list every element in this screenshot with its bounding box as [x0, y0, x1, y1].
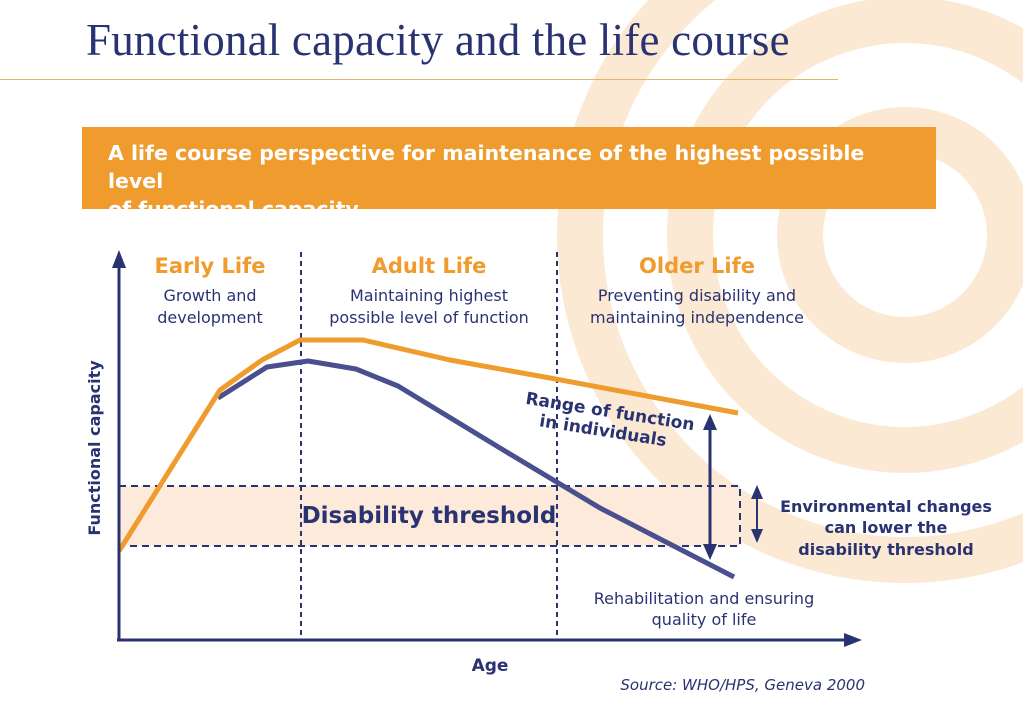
stage-older-sub-2: maintaining independence [590, 308, 804, 327]
page-title: Functional capacity and the life course [86, 15, 790, 65]
stage-older-sub-1: Preventing disability and [598, 286, 796, 305]
env-label-line-1: Environmental changes [780, 497, 992, 516]
y-axis-label: Functional capacity [85, 360, 104, 536]
x-axis-label: Age [472, 656, 509, 676]
stage-adult-sub-2: possible level of function [329, 308, 529, 327]
stage-older-title: Older Life [639, 254, 755, 278]
upper-capacity-curve [116, 337, 739, 553]
banner-line-2: of functional capacity [108, 197, 359, 221]
env-label-line-2: can lower the [825, 518, 948, 537]
stage-early-sub-2: development [157, 308, 263, 327]
banner: A life course perspective for maintenanc… [82, 127, 936, 221]
source-note: Source: WHO/HPS, Geneva 2000 [620, 676, 865, 694]
stage-early-sub-1: Growth and [163, 286, 256, 305]
stage-early-title: Early Life [154, 254, 265, 278]
env-label-line-3: disability threshold [798, 540, 973, 559]
lower-capacity-curve [216, 358, 736, 580]
stage-adult-title: Adult Life [372, 254, 487, 278]
stage-adult-sub-1: Maintaining highest [350, 286, 508, 305]
env-arrow-head-down [751, 529, 763, 543]
title-divider [0, 79, 838, 80]
range-arrow-head-down [703, 544, 717, 560]
banner-line-1: A life course perspective for maintenanc… [108, 141, 865, 193]
range-arrow-head-up [703, 414, 717, 430]
rehab-label-line-2: quality of life [652, 610, 757, 629]
env-arrow-head-up [751, 485, 763, 499]
y-axis-arrowhead [112, 250, 126, 268]
rehab-label-line-1: Rehabilitation and ensuring [594, 589, 814, 608]
disability-threshold-label: Disability threshold [302, 503, 557, 529]
x-axis-arrowhead [844, 633, 862, 647]
